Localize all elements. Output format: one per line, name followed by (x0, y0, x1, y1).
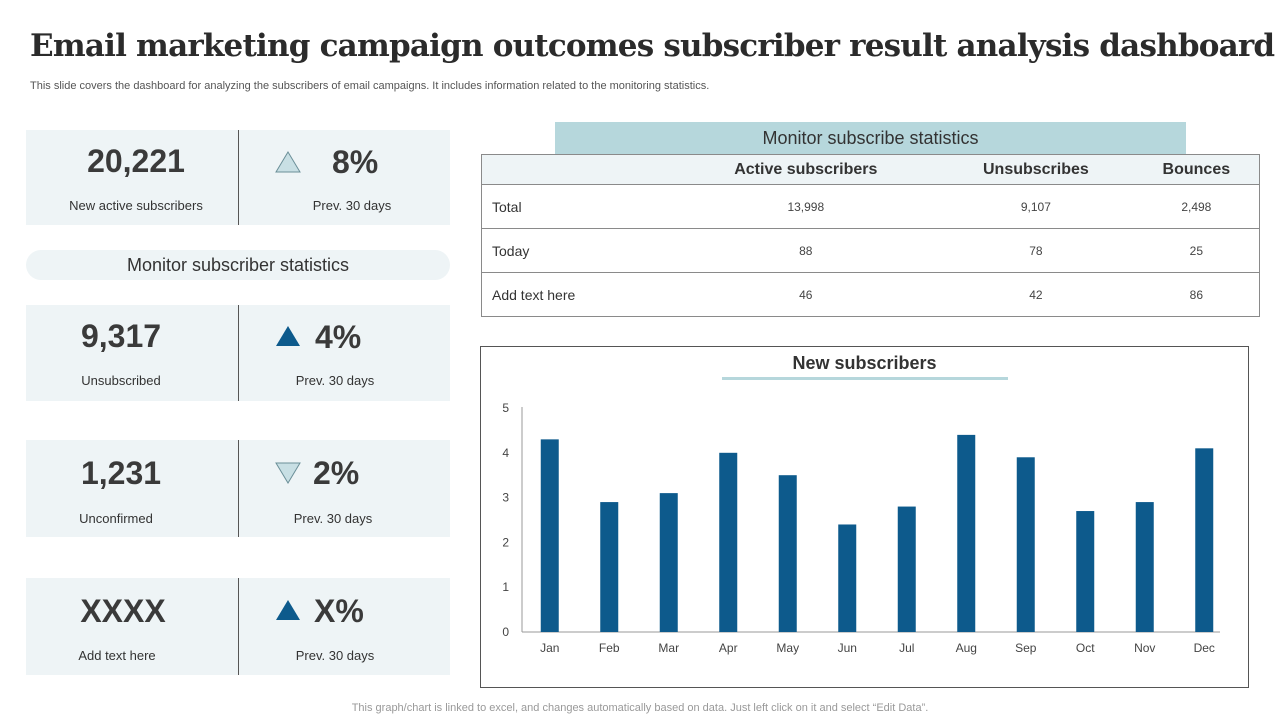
table-cell: 13,998 (673, 184, 939, 229)
x-tick-label: Sep (1015, 641, 1037, 655)
new-subscribers-chart[interactable]: New subscribers 0 1 2 3 4 5 Jan Feb Mar Apr May Jun… (480, 346, 1249, 688)
table-header-row: Active subscribers Unsubscribes Bounces (481, 154, 1260, 185)
kpi-period: Prev. 30 days (295, 373, 375, 388)
x-tick-label: Apr (719, 641, 738, 655)
bar-jan (540, 439, 559, 632)
kpi-percent: 8% (332, 144, 379, 180)
y-tick-label: 4 (502, 446, 509, 460)
row-label: Add text here (481, 272, 674, 317)
trend-up-filled-icon (276, 600, 300, 620)
kpi-label: New active subscribers (69, 198, 203, 213)
bar-feb (600, 502, 619, 632)
page-subtitle: This slide covers the dashboard for anal… (30, 80, 710, 92)
kpi-period: Prev. 30 days (312, 198, 392, 213)
table-cell: 78 (938, 228, 1134, 273)
table-cell: 86 (1133, 272, 1260, 317)
kpi-card-new-active: 20,221 New active subscribers 8% Prev. 3… (26, 130, 450, 225)
kpi-percent: X% (314, 593, 364, 629)
bar-sep (1016, 457, 1035, 632)
column-header: Bounces (1133, 154, 1260, 185)
kpi-divider (238, 440, 239, 537)
column-header (481, 154, 674, 185)
kpi-card-unsubscribed: 9,317 Unsubscribed 4% Prev. 30 days (26, 305, 450, 401)
x-tick-label: Feb (599, 641, 620, 655)
bar-nov (1135, 502, 1154, 632)
x-tick-label: Aug (956, 641, 977, 655)
kpi-percent: 4% (315, 319, 362, 355)
kpi-percent: 2% (313, 455, 360, 491)
bar-may (778, 475, 797, 632)
kpi-divider (238, 305, 239, 401)
kpi-period: Prev. 30 days (295, 648, 375, 663)
y-tick-label: 0 (502, 625, 509, 639)
x-tick-label: Jul (899, 641, 914, 655)
x-tick-label: Jan (540, 641, 559, 655)
y-tick-label: 1 (502, 580, 509, 594)
column-header: Unsubscribes (938, 154, 1134, 185)
stats-table-title: Monitor subscribe statistics (555, 122, 1186, 154)
kpi-period: Prev. 30 days (293, 511, 373, 526)
kpi-card-add-text: XXXX Add text here X% Prev. 30 days (26, 578, 450, 675)
stats-table: Active subscribers Unsubscribes Bounces … (481, 154, 1260, 317)
x-tick-label: Oct (1076, 641, 1095, 655)
bar-jul (897, 506, 916, 632)
row-label: Today (481, 228, 674, 273)
monitor-subscriber-pill: Monitor subscriber statistics (26, 250, 450, 280)
bar-aug (957, 434, 976, 632)
x-tick-label: Nov (1134, 641, 1155, 655)
chart-title: New subscribers (792, 353, 937, 373)
x-tick-label: Mar (658, 641, 679, 655)
chart-title-underline (722, 377, 1008, 380)
table-cell: 42 (938, 272, 1134, 317)
trend-up-filled-icon (276, 326, 300, 346)
bar-dec (1195, 448, 1214, 632)
x-tick-label: Jun (838, 641, 857, 655)
bar-jun (838, 524, 857, 632)
table-cell: 2,498 (1133, 184, 1260, 229)
trend-up-outline-icon (275, 151, 301, 173)
x-tick-label: Dec (1194, 641, 1215, 655)
kpi-value: 20,221 (87, 143, 185, 179)
table-row: Add text here 46 42 86 (481, 272, 1260, 317)
column-header: Active subscribers (673, 154, 939, 185)
footnote: This graph/chart is linked to excel, and… (351, 702, 929, 714)
bar-apr (719, 452, 738, 632)
kpi-label: Add text here (78, 648, 156, 663)
table-cell: 25 (1133, 228, 1260, 273)
x-tick-label: May (776, 641, 799, 655)
table-row: Total 13,998 9,107 2,498 (481, 184, 1260, 229)
bar-mar (659, 493, 678, 632)
bar-oct (1076, 511, 1095, 632)
table-row: Today 88 78 25 (481, 228, 1260, 273)
chart-plot: 0 1 2 3 4 5 Jan Feb Mar Apr May Jun Jul Aug Sep Oct Nov D… (502, 401, 1220, 655)
trend-down-outline-icon (275, 462, 301, 484)
y-tick-label: 5 (502, 401, 509, 415)
kpi-divider (238, 578, 239, 675)
y-tick-label: 2 (502, 535, 509, 549)
table-cell: 46 (673, 272, 939, 317)
table-cell: 88 (673, 228, 939, 273)
kpi-value: XXXX (80, 593, 166, 629)
kpi-label: Unconfirmed (79, 511, 153, 526)
kpi-card-unconfirmed: 1,231 Unconfirmed 2% Prev. 30 days (26, 440, 450, 537)
kpi-value: 1,231 (80, 455, 162, 491)
kpi-divider (238, 130, 239, 225)
kpi-label: Unsubscribed (81, 373, 161, 388)
row-label: Total (481, 184, 674, 229)
kpi-value: 9,317 (80, 318, 162, 354)
table-cell: 9,107 (938, 184, 1134, 229)
page-title: Email marketing campaign outcomes subscr… (30, 28, 1275, 64)
y-tick-label: 3 (502, 491, 509, 505)
